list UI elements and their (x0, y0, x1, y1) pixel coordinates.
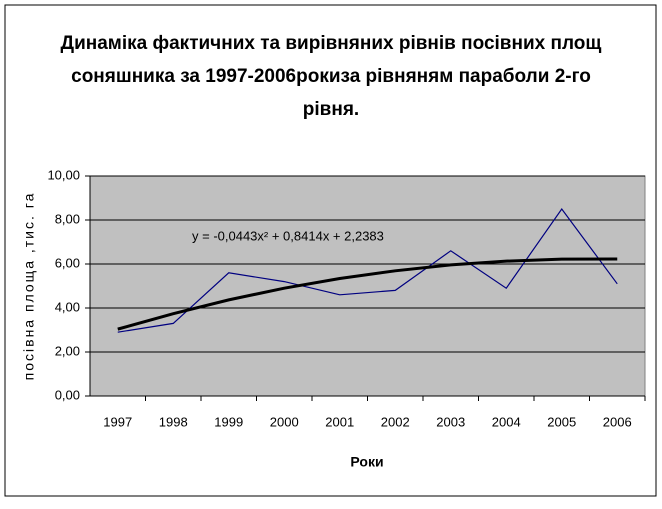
series-line (117, 257, 618, 331)
x-tick-label: 1998 (159, 414, 188, 429)
x-tick-label: 1997 (103, 414, 132, 429)
x-axis-label: Роки (350, 454, 383, 470)
chart-title: рівня. (303, 99, 359, 120)
y-tick-label: 4,00 (55, 299, 80, 314)
x-tick-label: 2003 (436, 414, 465, 429)
y-tick-label: 8,00 (55, 211, 80, 226)
equation-annotation: y = -0,0443x² + 0,8414x + 2,2383 (192, 228, 384, 243)
x-tick-label: 1999 (214, 414, 243, 429)
series-line (117, 207, 618, 333)
x-tick-label: 2006 (603, 414, 632, 429)
chart-title: Динаміка фактичних та вирівняних рівнів … (61, 33, 602, 54)
chart-title: соняшника за 1997-2006рокиза рівняням па… (71, 66, 591, 87)
y-axis-label: посівна площа ,тис. га (21, 192, 37, 381)
y-tick-label: 6,00 (55, 255, 80, 270)
x-tick-label: 2002 (381, 414, 410, 429)
x-tick-label: 2000 (270, 414, 299, 429)
x-tick-label: 2004 (492, 414, 521, 429)
y-tick-label: 2,00 (55, 343, 80, 358)
x-tick-label: 2001 (325, 414, 354, 429)
plot-area (89, 175, 646, 397)
y-tick-label: 0,00 (55, 387, 80, 402)
x-tick-label: 2005 (547, 414, 576, 429)
y-tick-label: 10,00 (47, 167, 80, 182)
